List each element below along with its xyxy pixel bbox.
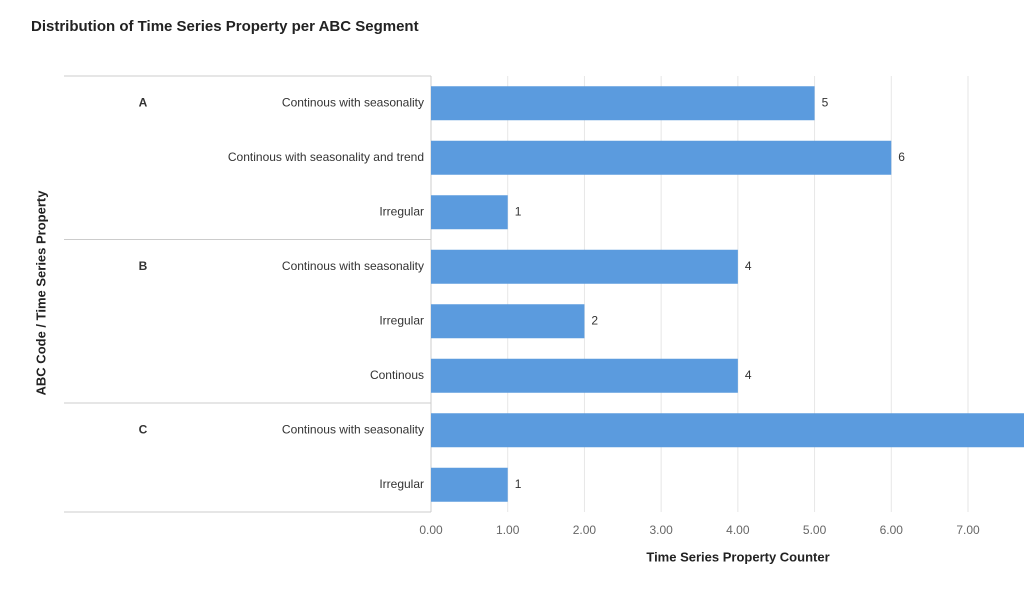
data-label: 4: [745, 259, 752, 273]
y-tick-label: Continous with seasonality and trend: [228, 150, 424, 164]
x-tick-label: 4.00: [726, 523, 750, 537]
y-tick-label: Irregular: [379, 477, 424, 491]
data-label: 2: [591, 313, 598, 327]
group-label: C: [139, 422, 148, 436]
y-tick-label: Irregular: [379, 204, 424, 218]
x-tick-label: 1.00: [496, 523, 520, 537]
group-label: B: [139, 259, 148, 273]
bar: [431, 413, 1024, 448]
data-label: 4: [745, 368, 752, 382]
y-tick-label: Continous with seasonality: [282, 422, 424, 436]
bar: [431, 249, 738, 284]
data-label: 5: [822, 95, 829, 109]
bar: [431, 195, 508, 230]
y-tick-label: Continous with seasonality: [282, 259, 424, 273]
y-axis-title: ABC Code / Time Series Property: [33, 190, 48, 396]
bar: [431, 358, 738, 393]
bar: [431, 467, 508, 502]
x-tick-label: 7.00: [956, 523, 980, 537]
x-tick-label: 2.00: [573, 523, 597, 537]
bar: [431, 140, 892, 175]
y-tick-label: Irregular: [379, 313, 424, 327]
data-label: 1: [515, 477, 522, 491]
x-tick-label: 6.00: [880, 523, 904, 537]
bar: [431, 304, 585, 339]
data-label: 1: [515, 204, 522, 218]
group-label: A: [139, 95, 148, 109]
bars: [431, 86, 1024, 502]
y-tick-label: Continous with seasonality: [282, 95, 424, 109]
x-axis-title: Time Series Property Counter: [646, 549, 829, 564]
x-tick-label: 0.00: [419, 523, 443, 537]
data-label: 6: [898, 150, 905, 164]
y-tick-label: Continous: [370, 368, 424, 382]
x-tick-label: 3.00: [649, 523, 673, 537]
chart-title: Distribution of Time Series Property per…: [31, 18, 419, 35]
x-tick-label: 5.00: [803, 523, 827, 537]
bar: [431, 86, 815, 121]
